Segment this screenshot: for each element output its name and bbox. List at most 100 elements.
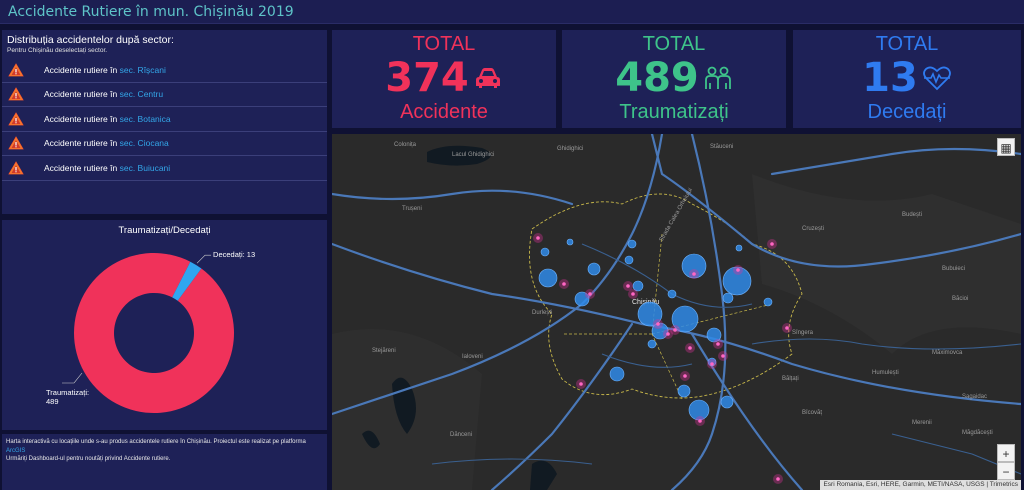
kpi-accidents-card: TOTAL 374 Accidente [332,30,556,128]
accident-point[interactable] [538,268,558,288]
accident-point[interactable] [763,297,773,307]
basemap-grid-icon[interactable]: ▦ [997,138,1015,156]
accident-map[interactable]: Colonița Lacul Ghidighici Ghidighici Stăuce… [332,134,1021,490]
accident-point[interactable] [681,253,707,279]
map-place-label: Măgdăcești [962,430,993,436]
map-place-label: Trușeni [402,206,422,212]
accident-point-fatal[interactable] [776,477,780,481]
accident-point-fatal[interactable] [666,332,670,336]
donut-label-traumatizati-name: Traumatizați: [46,388,89,397]
accident-point[interactable] [540,247,550,257]
accident-point-fatal[interactable] [721,354,725,358]
accident-point[interactable] [632,280,644,292]
arcgis-link[interactable]: ArcGIS [6,447,26,454]
accident-point[interactable] [677,384,691,398]
accident-point-fatal[interactable] [698,419,702,423]
accident-point[interactable] [651,322,669,340]
accident-point-fatal[interactable] [770,242,774,246]
map-place-label: Ialoveni [462,354,483,360]
sector-item-link[interactable]: sec. Ciocana [119,138,169,149]
heartbeat-icon [922,66,951,91]
info-panel: Harta interactivă cu locațiile unde s-au… [2,434,327,490]
dashboard-header: Accidente Rutiere în mun. Chișinău 2019 [0,0,1024,24]
kpi-deceased-card: TOTAL 13 Decedați [793,30,1021,128]
kpi-deceased-value: 13 [862,55,918,101]
donut-label-leader [196,254,212,264]
sector-item-label: Accidente rutiere în sec. Buiucani [44,163,170,173]
accident-point[interactable] [587,262,601,276]
accident-point-fatal[interactable] [716,342,720,346]
warning-triangle-icon [8,136,24,150]
donut-label-leader [62,372,83,384]
accident-point-fatal[interactable] [562,282,566,286]
map-place-label: Stejăreni [372,348,396,354]
map-place-label: Măximovca [932,350,963,356]
accident-point-fatal[interactable] [536,236,540,240]
accident-point-fatal[interactable] [656,322,660,326]
accident-point[interactable] [707,357,717,367]
sector-item[interactable]: Accidente rutiere în sec. Centru [2,83,327,107]
accident-point[interactable] [609,366,625,382]
accident-points[interactable] [533,233,792,484]
warning-triangle-icon [8,87,24,101]
accident-point-fatal[interactable] [626,284,630,288]
map-place-label: Colonița [394,142,417,148]
sector-item-label: Accidente rutiere în sec. Rîșcani [44,65,166,75]
sector-item-link[interactable]: sec. Rîșcani [119,64,166,75]
map-place-label: Humulești [872,370,899,376]
accident-point-fatal[interactable] [710,362,714,366]
zoom-in-button[interactable]: + [997,444,1015,462]
injured-deceased-chart-panel: Traumatizați/Decedați Decedați: 13 Trauma… [2,220,327,430]
accident-point[interactable] [735,244,743,252]
accident-point-fatal[interactable] [683,374,687,378]
kpi-deceased-footer: Decedați [867,101,947,123]
accident-point-fatal[interactable] [692,272,696,276]
accident-point-fatal[interactable] [631,292,635,296]
accident-point[interactable] [566,238,574,246]
car-icon [475,68,500,88]
donut-label-decedati: Decedați: 13 [213,250,255,259]
map-place-label: Sagaidac [962,394,987,400]
sector-item[interactable]: Accidente rutiere în sec. Ciocana [2,132,327,156]
sector-panel-title: Distribuția accidentelor după sector: [7,34,174,46]
sector-list-panel: Distribuția accidentelor după sector: Pe… [2,30,327,214]
map-place-label: Bălțați [782,376,799,382]
sector-list: Accidente rutiere în sec. Rîșcani Acciden… [2,58,327,181]
sector-item-link[interactable]: sec. Buiucani [119,162,171,173]
sector-item[interactable]: Accidente rutiere în sec. Botanica [2,107,327,132]
accident-point-fatal[interactable] [579,382,583,386]
accident-point-fatal[interactable] [785,326,789,330]
kpi-deceased-label: TOTAL [875,33,939,55]
accident-point-fatal[interactable] [588,292,592,296]
map-place-label: Sîngera [792,330,814,336]
zoom-out-button[interactable]: − [997,462,1015,480]
accident-point[interactable] [574,291,590,307]
donut-slice-decedai[interactable] [172,261,202,301]
accident-point[interactable] [624,255,634,265]
sector-item[interactable]: Accidente rutiere în sec. Rîșcani [2,58,327,83]
accident-point[interactable] [722,292,734,304]
accident-point-fatal[interactable] [736,268,740,272]
accident-point[interactable] [720,395,734,409]
map-canvas[interactable]: Colonița Lacul Ghidighici Ghidighici Stăuce… [332,134,1021,490]
map-place-label: Băcioi [952,296,968,302]
accident-point[interactable] [671,305,699,333]
map-place-label: Budești [902,212,922,218]
accident-point[interactable] [627,239,637,249]
sector-item-link[interactable]: sec. Botanica [119,113,171,124]
warning-triangle-icon [8,160,24,175]
accident-point[interactable] [637,301,663,327]
sector-item-link[interactable]: sec. Centru [119,89,164,100]
accident-point[interactable] [706,327,722,343]
accident-point-fatal[interactable] [673,328,677,332]
accident-point[interactable] [647,339,657,349]
accident-point-fatal[interactable] [688,346,692,350]
accident-point[interactable] [667,289,677,299]
map-place-label: Bîcovăț [802,410,822,416]
accident-point[interactable] [722,266,752,296]
donut-slice-traumatizai[interactable] [74,253,234,414]
kpi-accidents-label: TOTAL [412,33,476,55]
map-place-label: Merenii [912,420,932,426]
dashboard-title: Accidente Rutiere în mun. Chișinău 2019 [8,3,294,20]
sector-item[interactable]: Accidente rutiere în sec. Buiucani [2,156,327,181]
